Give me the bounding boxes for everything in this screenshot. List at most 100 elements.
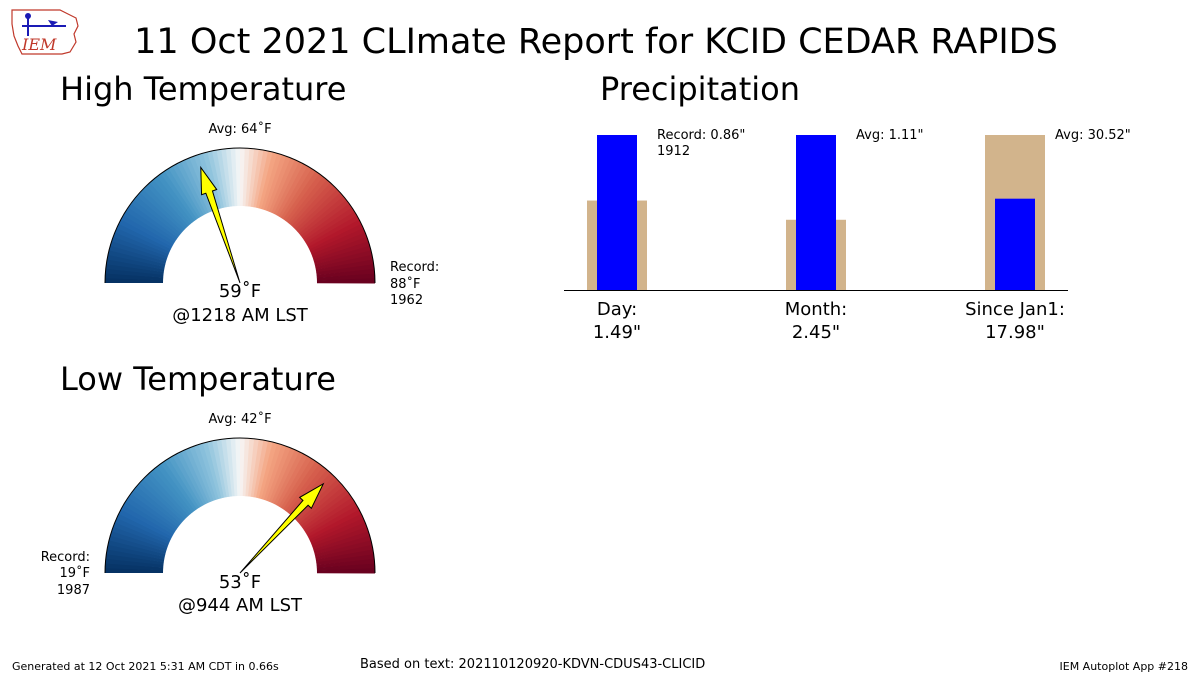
gauge-color-segment bbox=[180, 159, 209, 214]
gauge-color-segment bbox=[105, 567, 164, 573]
gauge-color-segment bbox=[273, 451, 304, 506]
high-time-label: @1218 AM LST bbox=[172, 305, 309, 326]
gauge-color-segment bbox=[149, 469, 191, 516]
gauge-color-segment bbox=[235, 438, 241, 497]
gauge-color-segment bbox=[142, 475, 187, 520]
gauge-color-segment bbox=[111, 236, 168, 260]
precip-tick-label: Day: bbox=[597, 299, 637, 320]
high-avg-label: Avg: 64˚F bbox=[208, 121, 271, 137]
gauge-color-segment bbox=[105, 273, 164, 281]
gauge-color-segment bbox=[258, 442, 278, 500]
precip-bars bbox=[587, 135, 1045, 290]
gauge-color-segment bbox=[176, 451, 207, 506]
gauge-outline bbox=[104, 437, 376, 574]
gauge-color-segment bbox=[271, 159, 300, 214]
high-temperature-gauge bbox=[104, 147, 376, 284]
gauge-color-segment bbox=[305, 211, 358, 245]
gauge-color-segment bbox=[250, 439, 264, 498]
gauge-color-segment bbox=[211, 439, 227, 498]
precipitation-title: Precipitation bbox=[600, 70, 801, 108]
gauge-color-segment bbox=[310, 228, 366, 255]
gauge-color-segment bbox=[146, 182, 189, 228]
gauge-color-segment bbox=[280, 168, 316, 220]
gauge-color-segment bbox=[105, 268, 164, 278]
gauge-color-segment bbox=[107, 254, 165, 270]
gauge-color-segment bbox=[266, 156, 292, 212]
low-record-label: Record: bbox=[41, 550, 90, 565]
gauge-color-segment bbox=[149, 179, 191, 226]
generated-timestamp: Generated at 12 Oct 2021 5:31 AM CDT in … bbox=[12, 660, 279, 673]
gauge-color-segment bbox=[309, 513, 364, 542]
gauge-color-segment bbox=[248, 438, 260, 497]
high-record-value: 88˚F bbox=[390, 276, 421, 292]
gauge-color-segment bbox=[153, 176, 193, 225]
gauge-color-segment bbox=[142, 185, 187, 230]
gauge-color-segment bbox=[113, 231, 169, 257]
gauge-color-segment bbox=[105, 263, 164, 275]
gauge-color-segment bbox=[302, 493, 353, 531]
precip-annotation: Record: 0.86" bbox=[657, 128, 745, 143]
gauge-outline bbox=[104, 147, 376, 284]
gauge-color-segment bbox=[295, 479, 341, 522]
gauge-color-segment bbox=[316, 554, 375, 566]
gauge-color-segment bbox=[185, 447, 212, 503]
gauge-color-segment bbox=[307, 509, 362, 540]
gauge-color-segment bbox=[123, 501, 175, 535]
precipitation-chart: Day:1.49" Month:2.45" Since Jan1:17.98" Re… bbox=[564, 128, 1131, 343]
gauge-color-segment bbox=[314, 250, 373, 268]
gauge-color-segment bbox=[263, 154, 287, 211]
low-time-label: @944 AM LST bbox=[178, 595, 303, 616]
precip-annotation: Avg: 1.11" bbox=[856, 128, 924, 143]
gauge-color-segment bbox=[253, 440, 269, 498]
temperature-gauges: Avg: 64˚F 59˚F @1218 AM LST Record: 88˚F… bbox=[41, 121, 440, 616]
gauge-color-segment bbox=[306, 215, 360, 248]
low-record-value: 19˚F bbox=[59, 565, 90, 581]
gauge-color-segment bbox=[285, 173, 324, 223]
precip-annotation: 1912 bbox=[657, 144, 690, 159]
gauge-color-segment bbox=[315, 549, 374, 563]
gauge-color-segment bbox=[172, 163, 205, 217]
gauge-color-segment bbox=[180, 449, 209, 504]
gauge-color-segment bbox=[225, 438, 235, 497]
precip-tick-label: 1.49" bbox=[593, 322, 641, 343]
gauge-color-segment bbox=[106, 259, 165, 273]
gauge-color-segment bbox=[245, 438, 255, 497]
gauge-color-segment bbox=[297, 192, 344, 234]
gauge-color-segment bbox=[271, 449, 300, 504]
gauge-color-segment bbox=[198, 443, 220, 500]
gauge-color-segment bbox=[278, 456, 312, 508]
gauge-color-segment bbox=[168, 455, 202, 508]
gauge-color-segment bbox=[295, 189, 341, 232]
gauge-color-segment bbox=[106, 549, 165, 563]
gauge-color-segment bbox=[314, 245, 372, 265]
gauge-color-segment bbox=[211, 149, 227, 208]
precip-tick-label: Since Jan1: bbox=[965, 299, 1065, 320]
gauge-color-segment bbox=[311, 232, 368, 257]
gauge-color-segment bbox=[221, 148, 233, 207]
gauge-color-segment bbox=[120, 505, 174, 537]
gauge-color-segment bbox=[139, 478, 185, 522]
gauge-color-segment bbox=[133, 485, 182, 526]
gauge-color-segment bbox=[113, 521, 169, 547]
gauge-color-segment bbox=[312, 236, 369, 260]
gauge-color-segment bbox=[302, 203, 353, 241]
gauge-color-segment bbox=[225, 148, 235, 207]
gauge-color-segment bbox=[107, 249, 166, 267]
gauge-color-segment bbox=[156, 173, 195, 223]
gauge-color-segment bbox=[109, 535, 167, 555]
gauge-color-segment bbox=[268, 447, 296, 503]
gauge-color-segment bbox=[309, 223, 364, 252]
gauge-color-segment bbox=[164, 458, 200, 510]
precip-tick-labels: Day:1.49" Month:2.45" Since Jan1:17.98" bbox=[593, 299, 1065, 343]
gauge-color-segment bbox=[291, 182, 335, 228]
chart-title: 11 Oct 2021 CLImate Report for KCID CEDA… bbox=[134, 22, 1058, 62]
iem-logo: IEM bbox=[11, 9, 79, 55]
gauge-needle bbox=[239, 482, 325, 574]
gauge-color-segment bbox=[300, 199, 350, 238]
gauge-color-segment bbox=[118, 509, 173, 540]
gauge-color-segment bbox=[300, 489, 350, 528]
gauge-color-segment bbox=[202, 151, 222, 209]
gauge-color-segment bbox=[156, 463, 195, 513]
gauge-color-segment bbox=[125, 497, 177, 533]
gauge-color-segment bbox=[298, 486, 347, 526]
